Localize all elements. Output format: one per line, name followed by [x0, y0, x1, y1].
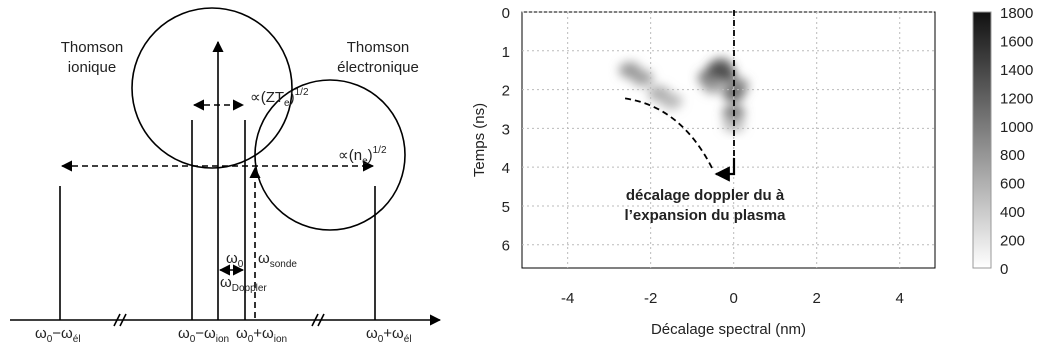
axis-label: ω0+ωél	[366, 325, 412, 345]
label-part: 1/2	[373, 145, 387, 156]
label: ω0	[226, 250, 244, 270]
colorbar-tick-label: 0	[1000, 261, 1008, 278]
label-part: 1/2	[295, 87, 309, 98]
figure: Thomson ionique Thomson électronique ∝(ZTe…	[0, 0, 1037, 347]
label-part: +ω	[253, 325, 274, 342]
label-part: ω	[178, 325, 190, 342]
y-tick-label: 1	[502, 44, 510, 61]
colorbar-tick-label: 1400	[1000, 62, 1033, 79]
label-part: ω	[366, 325, 378, 342]
y-tick-label: 2	[502, 83, 510, 100]
label: Thomson ionique	[61, 39, 124, 76]
label-part: ∝(ZT	[250, 89, 284, 106]
label-part: Thomson	[347, 39, 410, 56]
label: ωsonde	[258, 250, 297, 270]
label-part: −ω	[52, 325, 73, 342]
colorbar-tick-label: 1600	[1000, 33, 1033, 50]
heat-blob	[660, 93, 682, 109]
colorbar	[973, 12, 991, 268]
label: ∝(ZTe)1/2	[250, 87, 309, 109]
heat-blob	[727, 78, 749, 94]
label-part: ionique	[68, 59, 116, 76]
x-tick-label: 4	[896, 290, 904, 307]
colorbar-tick-label: 1200	[1000, 90, 1033, 107]
label: Thomson électronique	[337, 39, 419, 76]
label-part: él	[404, 334, 412, 345]
y-tick-label: 0	[502, 5, 510, 22]
colorbar-tick-label: 1800	[1000, 5, 1033, 22]
x-tick-label: -2	[644, 290, 657, 307]
x-tick-label: -4	[561, 290, 574, 307]
label-part: él	[73, 334, 81, 345]
axis-label: ω0−ωél	[35, 325, 81, 345]
label-part: 0	[238, 259, 244, 270]
axis-label: ω0+ωion	[236, 325, 287, 345]
y-tick-label: 4	[502, 160, 510, 177]
label-part: ω	[236, 325, 248, 342]
label-part: ω	[35, 325, 47, 342]
x-axis-label: Décalage spectral (nm)	[651, 321, 806, 338]
x-tick-label: 2	[813, 290, 821, 307]
ion-circle	[132, 8, 292, 168]
heat-blob	[710, 58, 732, 74]
y-axis-label: Temps (ns)	[471, 103, 488, 177]
label-part: Doppler	[232, 283, 268, 294]
y-tick-label: 5	[502, 199, 510, 216]
colorbar-tick-label: 1000	[1000, 119, 1033, 136]
label-part: sonde	[270, 259, 298, 270]
annotation: décalage doppler du à	[626, 187, 785, 204]
colorbar-tick-label: 600	[1000, 176, 1025, 193]
label-part: +ω	[383, 325, 404, 342]
label: ∝(ne)1/2	[338, 145, 387, 167]
label: ωDoppler	[220, 274, 267, 294]
colorbar-tick-label: 800	[1000, 147, 1025, 164]
label-part: ion	[274, 334, 287, 345]
colorbar-tick-label: 200	[1000, 233, 1025, 250]
label-part: électronique	[337, 59, 419, 76]
y-tick-label: 6	[502, 238, 510, 255]
y-tick-label: 3	[502, 121, 510, 138]
annotation: l’expansion du plasma	[625, 207, 787, 224]
heat-blob	[631, 70, 653, 86]
x-tick-label: 0	[730, 290, 738, 307]
label-part: ω	[258, 250, 270, 267]
axis-label: ω0−ωion	[178, 325, 229, 345]
label-part: ω	[220, 274, 232, 291]
label-part: ∝(n	[338, 147, 362, 164]
label-part: Thomson	[61, 39, 124, 56]
label-part: ω	[226, 250, 238, 267]
colorbar-tick-label: 400	[1000, 204, 1025, 221]
label-part: ion	[216, 334, 229, 345]
label-part: −ω	[195, 325, 216, 342]
heat-blob	[702, 78, 724, 94]
